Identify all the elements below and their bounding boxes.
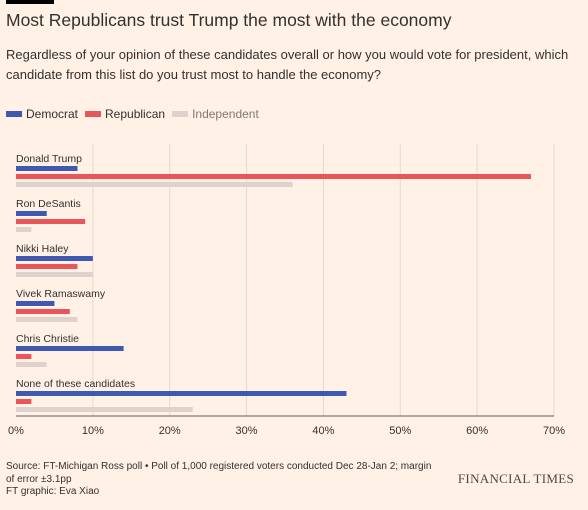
legend: Democrat Republican Independent [6,106,266,122]
legend-swatch-democrat [6,111,22,117]
bar-republican [16,264,78,269]
bar-independent [16,317,78,322]
category-label: Chris Christie [16,333,79,345]
top-rule [6,0,54,4]
legend-item-independent: Independent [172,107,259,121]
x-tick-label: 60% [466,425,488,437]
category-label: Nikki Haley [16,243,69,255]
legend-item-democrat: Democrat [6,107,78,121]
legend-swatch-republican [85,111,102,117]
bar-republican [16,309,70,314]
bar-democrat [16,211,47,216]
bar-republican [16,399,32,404]
bar-republican [16,354,32,359]
bar-republican [16,219,86,224]
x-tick-label: 40% [312,425,334,437]
category-label: None of these candidates [16,378,135,390]
x-tick-label: 0% [8,425,24,437]
bar-independent [16,362,47,367]
bar-democrat [16,301,55,306]
graphic-credit: FT graphic: Eva Xiao [6,486,100,497]
chart-title: Most Republicans trust Trump the most wi… [6,10,452,30]
bar-independent [16,227,32,232]
bar-republican [16,174,531,179]
ft-logo: FINANCIAL TIMES [457,471,574,486]
source-note: Source: FT-Michigan Ross poll • Poll of … [6,461,432,485]
x-tick-label: 50% [389,425,411,437]
chart-subtitle: Regardless of your opinion of these cand… [6,47,569,82]
bar-democrat [16,166,78,171]
category-label: Donald Trump [16,153,82,165]
bar-democrat [16,256,93,261]
legend-label-democrat: Democrat [26,107,79,121]
x-tick-label: 10% [82,425,104,437]
bar-independent [16,407,193,412]
legend-label-republican: Republican [105,107,166,121]
legend-swatch-independent [172,111,189,117]
category-label: Vivek Ramaswamy [16,288,106,300]
bar-democrat [16,391,347,396]
x-tick-label: 70% [543,425,565,437]
category-label: Ron DeSantis [16,198,81,210]
bar-independent [16,272,93,277]
footer: Source: FT-Michigan Ross poll • Poll of … [6,461,436,499]
legend-label-independent: Independent [192,107,259,121]
x-tick-label: 20% [159,425,181,437]
x-tick-label: 30% [236,425,258,437]
legend-item-republican: Republican [85,107,165,121]
bar-chart: Donald Trump Ron DeSantis Nikki Haley Vivek… [8,144,565,437]
bar-democrat [16,346,124,351]
bar-independent [16,182,293,187]
